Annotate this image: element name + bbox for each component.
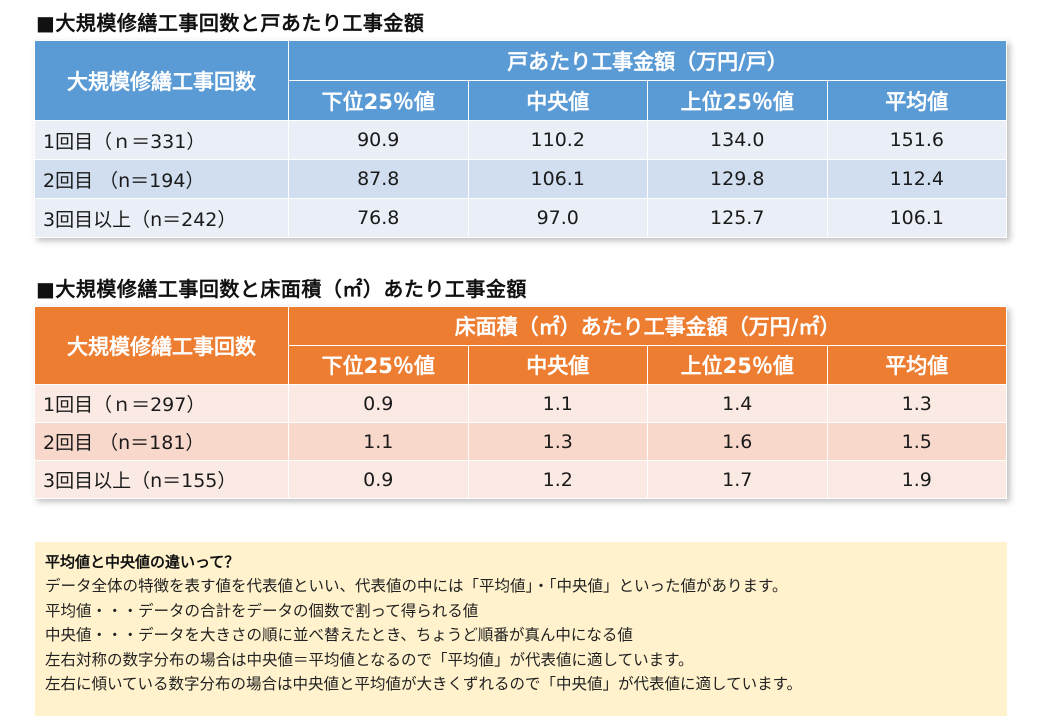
table-row: 2回目 （n＝194） 87.8 106.1 129.8 112.4: [34, 159, 1008, 199]
table-cell: 1.5: [826, 422, 1008, 461]
explanation-box: 平均値と中央値の違いって？ データ全体の特徴を表す値を代表値といい、代表値の中に…: [35, 542, 1007, 716]
column-header: 平均値: [826, 345, 1008, 385]
explanation-line: データ全体の特徴を表す値を代表値といい、代表値の中には「平均値」・「中央値」とい…: [45, 577, 788, 595]
row-label: 1回目（ｎ＝297）: [34, 384, 289, 423]
table-cell: 1.1: [288, 422, 469, 461]
cost-per-unit-table: 大規模修繕工事回数 戸あたり工事金額（万円/戸） 下位25％値 中央値 上位25…: [34, 40, 1008, 238]
table-cell: 106.1: [467, 159, 648, 199]
table-row: 3回目以上（n＝242） 76.8 97.0 125.7 106.1: [34, 198, 1008, 238]
row-label: 1回目（ｎ＝331）: [34, 120, 289, 160]
row-header: 大規模修繕工事回数: [34, 306, 289, 385]
table-cell: 76.8: [288, 198, 469, 238]
column-header: 中央値: [467, 345, 648, 385]
table-cell: 0.9: [288, 460, 469, 499]
table-cell: 1.6: [647, 422, 828, 461]
table-row: 2回目 （n＝181） 1.1 1.3 1.6 1.5: [34, 422, 1008, 461]
table-cell: 106.1: [826, 198, 1008, 238]
table-cell: 1.4: [647, 384, 828, 423]
table-cell: 97.0: [467, 198, 648, 238]
row-label: 3回目以上（n＝155）: [34, 460, 289, 499]
section-title-cost-per-unit: ■大規模修繕工事回数と戸あたり工事金額: [36, 11, 425, 35]
column-header: 上位25％値: [647, 345, 828, 385]
column-header: 下位25％値: [288, 80, 469, 121]
column-header: 中央値: [467, 80, 648, 121]
explanation-line: 中央値・・・データを大きさの順に並べ替えたとき、ちょうど順番が真ん中になる値: [45, 626, 633, 644]
group-header: 床面積（㎡）あたり工事金額（万円/㎡）: [287, 306, 1008, 346]
table-cell: 1.3: [467, 422, 648, 461]
row-label: 3回目以上（n＝242）: [34, 198, 289, 238]
row-label: 2回目 （n＝181）: [34, 422, 289, 461]
row-header: 大規模修繕工事回数: [34, 40, 289, 121]
table-cell: 1.7: [647, 460, 828, 499]
table-cell: 134.0: [647, 120, 828, 160]
explanation-line: 平均値・・・データの合計をデータの個数で割って得られる値: [45, 601, 479, 620]
table-cell: 0.9: [288, 384, 469, 423]
explanation-line: 左右対称の数字分布の場合は中央値＝平均値となるので「平均値」が代表値に適していま…: [45, 650, 694, 669]
table-cell: 1.3: [826, 384, 1008, 423]
table-cell: 112.4: [826, 159, 1008, 199]
table-cell: 90.9: [288, 120, 469, 160]
column-header: 平均値: [826, 80, 1008, 121]
column-header: 上位25％値: [647, 80, 828, 121]
table-cell: 151.6: [826, 120, 1008, 160]
table-cell: 125.7: [647, 198, 828, 238]
table-cell: 129.8: [647, 159, 828, 199]
group-header: 戸あたり工事金額（万円/戸）: [287, 40, 1008, 81]
column-header: 下位25％値: [288, 345, 469, 385]
cost-per-area-table: 大規模修繕工事回数 床面積（㎡）あたり工事金額（万円/㎡） 下位25％値 中央値…: [34, 306, 1008, 499]
table-row: 1回目（ｎ＝331） 90.9 110.2 134.0 151.6: [34, 120, 1008, 160]
explanation-line: 左右に傾いている数字分布の場合は中央値と平均値が大きくずれるので「中央値」が代表…: [45, 675, 803, 693]
section-title-cost-per-area: ■大規模修繕工事回数と床面積（㎡）あたり工事金額: [36, 277, 527, 301]
table-cell: 1.1: [467, 384, 648, 423]
explanation-title: 平均値と中央値の違いって？: [45, 553, 240, 571]
table-cell: 110.2: [467, 120, 648, 160]
table-cell: 1.9: [826, 460, 1008, 499]
table-row: 3回目以上（n＝155） 0.9 1.2 1.7 1.9: [34, 460, 1008, 499]
table-cell: 1.2: [467, 460, 648, 499]
table-row: 1回目（ｎ＝297） 0.9 1.1 1.4 1.3: [34, 384, 1008, 423]
row-label: 2回目 （n＝194）: [34, 159, 289, 199]
table-cell: 87.8: [288, 159, 469, 199]
